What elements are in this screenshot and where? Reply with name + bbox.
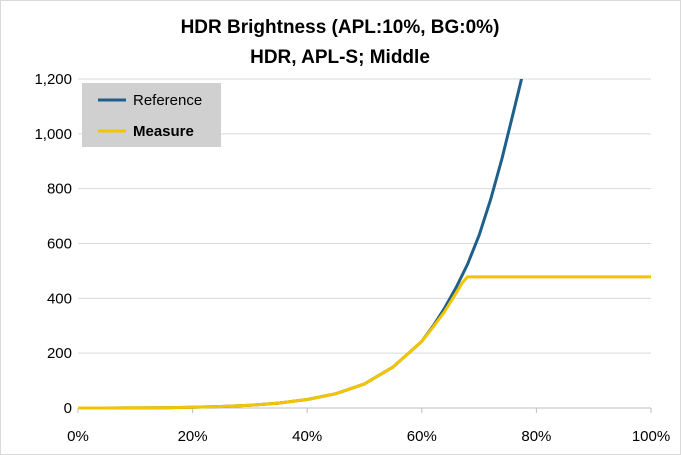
x-tick-label: 20% [178, 428, 208, 445]
y-tick-label: 600 [47, 236, 72, 253]
chart-title-line2: HDR, APL-S; Middle [250, 47, 430, 68]
legend: Reference Measure [82, 83, 221, 147]
y-tick-label: 1,000 [34, 126, 72, 143]
legend-label-reference: Reference [133, 92, 202, 109]
chart-title-line1: HDR Brightness (APL:10%, BG:0%) [181, 17, 500, 38]
y-tick-label: 800 [47, 181, 72, 198]
y-tick-label: 400 [47, 290, 72, 307]
x-tick-label: 60% [407, 428, 437, 445]
series-line-measure [78, 275, 651, 410]
y-tick-label: 0 [64, 400, 72, 417]
x-tick-label: 100% [632, 428, 670, 445]
y-tick-label: 1,200 [34, 71, 72, 88]
series-group [78, 79, 651, 410]
legend-box [82, 83, 221, 147]
x-tick-label: 80% [521, 428, 551, 445]
legend-label-measure: Measure [133, 123, 194, 140]
x-tick-label: 0% [67, 428, 89, 445]
x-tick-label: 40% [292, 428, 322, 445]
y-tick-label: 200 [47, 345, 72, 362]
axes: 0 200 400 600 800 1,000 1,200 0% 20% 40% 60% 80% 100… [34, 71, 670, 445]
